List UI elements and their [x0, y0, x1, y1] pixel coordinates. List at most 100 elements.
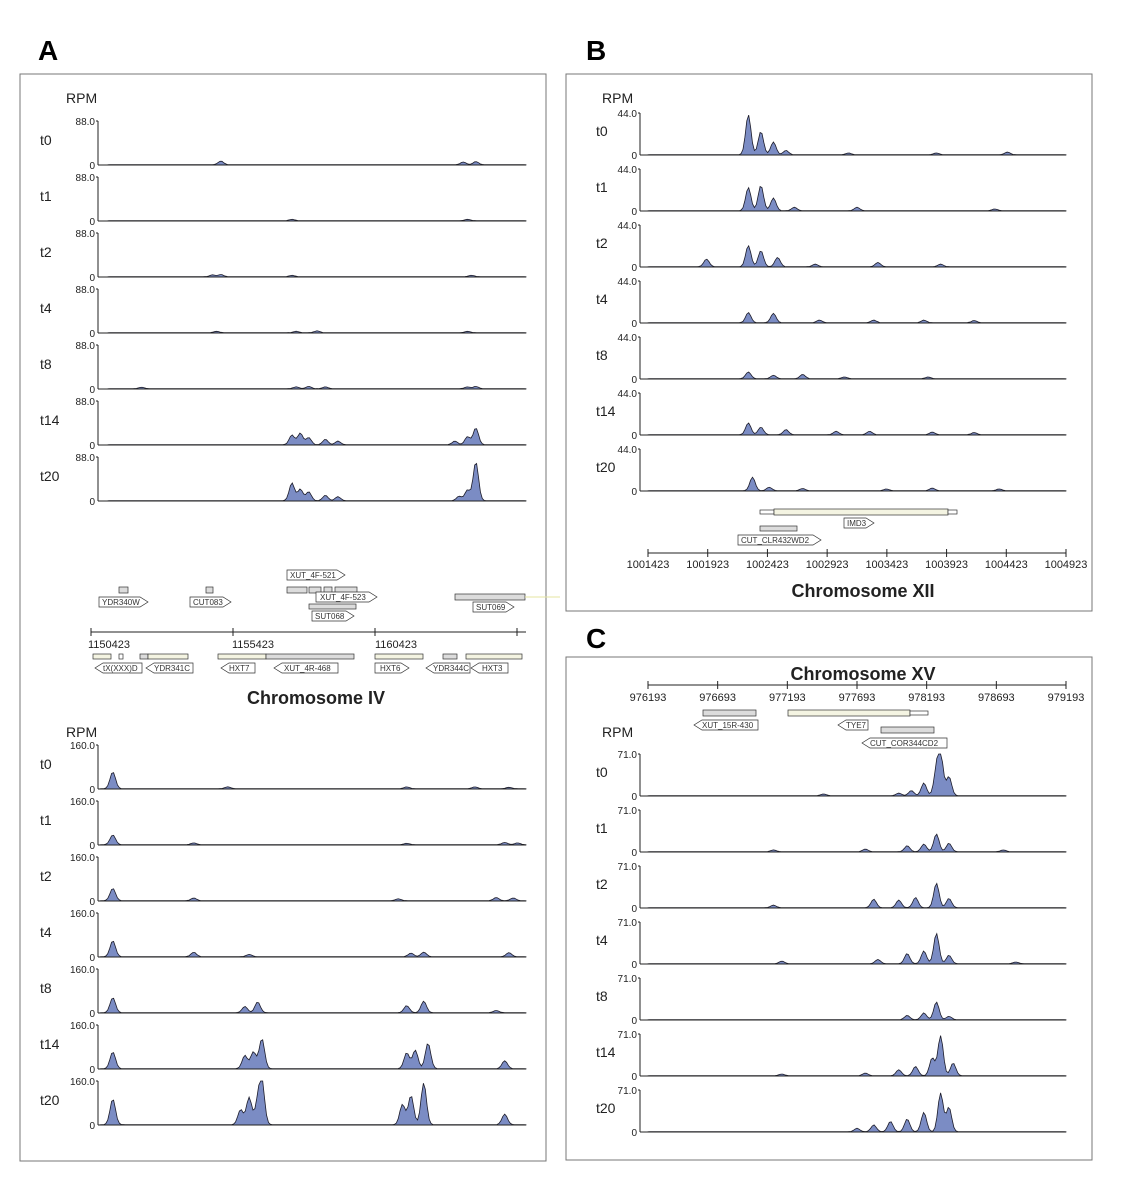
chr15-track-t4: t4 71.0 0	[596, 918, 1067, 971]
gene-ydr341c	[145, 662, 194, 674]
chr12-tick-1: 1001423	[627, 559, 670, 571]
gene-sut068-label: SUT068	[315, 612, 345, 621]
chr12-signal-t4	[647, 312, 1067, 324]
gene-xut-15r-430	[693, 719, 759, 731]
chromosome-xii-title: Chromosome XII	[791, 581, 934, 601]
chr12-track-t2: t2 44.0 0	[596, 221, 1067, 274]
gene-xut-4f-521	[286, 569, 346, 581]
chr15-ymax-t20: 71.0	[618, 1086, 638, 1097]
chr12-tick-4: 1002923	[806, 559, 849, 571]
chr4-top-zero-t4: 0	[89, 329, 95, 340]
chr-iv-tick-2: 1155423	[232, 639, 274, 651]
chr15-zero-t2: 0	[631, 904, 637, 915]
chr12-track-label-t20: t20	[596, 459, 616, 475]
gene-tye7-label: TYE7	[846, 721, 867, 730]
gene-xut-4f-523	[315, 591, 378, 603]
chr4-top-zero-t14: 0	[89, 441, 95, 452]
chr4-top-zero-t0: 0	[89, 161, 95, 172]
gene-cut-cor344cd2-label: CUT_COR344CD2	[870, 739, 939, 748]
chr12-signal-t1	[647, 185, 1067, 212]
chr15-ymax-t4: 71.0	[618, 918, 638, 929]
chromosome-iv-title: Chromosome IV	[247, 688, 385, 708]
gene-hxt7	[220, 662, 256, 674]
chr12-tick-7: 1004423	[985, 559, 1028, 571]
panel-a-letter: A	[38, 35, 58, 66]
chr12-track-label-t0: t0	[596, 123, 608, 139]
chr4-top-track-t2: t2 88.0 0	[40, 229, 527, 284]
chr15-tick-1: 976193	[630, 692, 667, 704]
gene-xut-15r-430-label: XUT_15R-430	[702, 721, 754, 730]
gene-cut083	[189, 596, 232, 608]
chr4-bottom-zero-t0: 0	[89, 785, 95, 796]
chr12-track-t4: t4 44.0 0	[596, 277, 1067, 330]
chr4-bottom-ymax-t4: 160.0	[70, 909, 95, 920]
chr12-ymax-t1: 44.0	[618, 165, 638, 176]
chr12-zero-t2: 0	[631, 263, 637, 274]
chr4-top-track-t14: t14 88.0 0	[40, 397, 527, 452]
chr15-track-label-t20: t20	[596, 1100, 616, 1116]
chr12-signal-t20	[647, 476, 1067, 492]
chromosome-xii-ticks: 1001423 1001923 1002423 1002923 1003423 10039…	[627, 549, 1087, 571]
gene-tx-xxx-d	[94, 662, 143, 674]
chr12-signal-t8	[647, 371, 1067, 380]
chr-iv-tick-1: 1150423	[88, 639, 130, 651]
gene-cut-clr432wd2	[737, 534, 822, 546]
chr4-top-track-t4: t4 88.0 0	[40, 285, 527, 340]
chr-iv-tick-3: 1160423	[375, 639, 417, 651]
chr12-signal-t0	[647, 114, 1067, 156]
chr15-track-t0: t0 71.0 0	[596, 750, 1067, 803]
chr15-track-t2: t2 71.0 0	[596, 862, 1067, 915]
chr4-top-ymax-t20: 88.0	[76, 453, 96, 464]
chr12-signal-t14	[647, 422, 1067, 436]
chromosome-xv-title: Chromosome XV	[790, 664, 935, 684]
chr4-bottom-zero-t4: 0	[89, 953, 95, 964]
chr4-bottom-zero-t20: 0	[89, 1121, 95, 1132]
chr15-tick-5: 978193	[908, 692, 945, 704]
chr4-top-zero-t1: 0	[89, 217, 95, 228]
chromosome-xv-annotation: XUT_15R-430 TYE7 CUT_COR344CD2	[693, 709, 948, 749]
chromosome-xii-annotation: IMD3 CUT_CLR432WD2 1001423 1001923 1002423…	[627, 508, 1087, 601]
chr4-bottom-signal-t1	[99, 834, 527, 846]
chr4-bottom-track-t8: t8 160.0 0	[40, 965, 527, 1020]
chr4-top-zero-t2: 0	[89, 273, 95, 284]
chr15-track-t8: t8 71.0 0	[596, 974, 1067, 1027]
chr12-track-label-t8: t8	[596, 347, 608, 363]
panel-c-letter: C	[586, 623, 606, 654]
chr4-bottom-track-t0: t0 160.0 0	[40, 741, 527, 796]
chr15-signal-t2	[647, 882, 1067, 909]
chr12-tick-2: 1001923	[686, 559, 729, 571]
chr12-track-t8: t8 44.0 0	[596, 333, 1067, 386]
chr15-track-label-t1: t1	[596, 820, 608, 836]
gene-cut-clr432wd2-label: CUT_CLR432WD2	[741, 536, 810, 545]
chr12-ymax-t4: 44.0	[618, 277, 638, 288]
chr4-top-signal-t20	[107, 462, 527, 502]
chr4-bottom-track-t2: t2 160.0 0	[40, 853, 527, 908]
chr4-bottom-track-t1: t1 160.0 0	[40, 797, 527, 852]
gene-hxt7-label: HXT7	[229, 664, 250, 673]
chr15-track-label-t8: t8	[596, 988, 608, 1004]
gene-xut-4f-521-label: XUT_4F-521	[290, 571, 336, 580]
chr4-bottom-ymax-t20: 160.0	[70, 1077, 95, 1088]
chr15-zero-t20: 0	[631, 1128, 637, 1139]
gene-cut083-label: CUT083	[193, 598, 223, 607]
chr4-top-ymax-t0: 88.0	[76, 117, 96, 128]
chr4-bottom-zero-t1: 0	[89, 841, 95, 852]
chr4-bottom-ymax-t14: 160.0	[70, 1021, 95, 1032]
gene-imd3	[843, 517, 875, 529]
chr4-top-ymax-t1: 88.0	[76, 173, 96, 184]
chr4-top-ymax-t8: 88.0	[76, 341, 96, 352]
chr15-ymax-t8: 71.0	[618, 974, 638, 985]
gene-hxt3	[470, 662, 509, 674]
gene-hxt3-label: HXT3	[482, 664, 503, 673]
panel-a-top-tracks: t088.00t188.00t288.00t488.00t888.00t1488…	[40, 117, 527, 508]
chr4-top-track-label-t20: t20	[40, 468, 60, 484]
gene-imd3-label: IMD3	[847, 519, 867, 528]
chr4-bottom-signal-t0	[99, 772, 527, 790]
chr4-bottom-track-t14: t14 160.0 0	[40, 1021, 527, 1076]
chr12-track-label-t1: t1	[596, 179, 608, 195]
chr4-bottom-track-label-t8: t8	[40, 980, 52, 996]
chr4-bottom-ymax-t2: 160.0	[70, 853, 95, 864]
